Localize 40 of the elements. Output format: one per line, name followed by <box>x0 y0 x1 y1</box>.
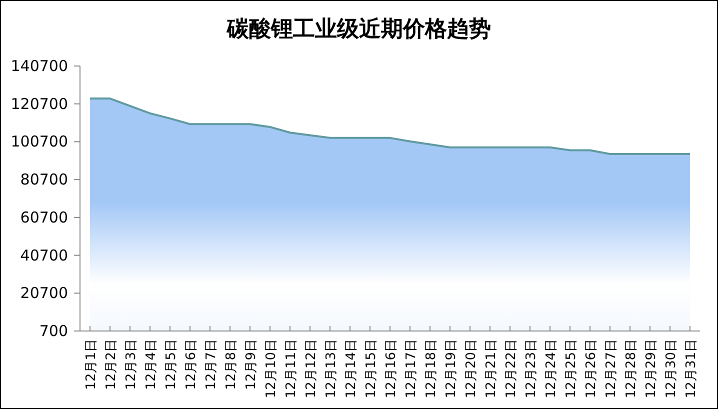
x-tick-label: 12月25日 <box>564 339 579 398</box>
x-tick-label: 12月9日 <box>244 339 259 390</box>
x-tick-label: 12月4日 <box>144 339 159 390</box>
x-tick-label: 12月23日 <box>524 339 539 398</box>
x-tick-label: 12月27日 <box>604 339 619 398</box>
y-tick-label: 100700 <box>10 132 68 151</box>
x-tick-label: 12月5日 <box>164 339 179 390</box>
x-tick-label: 12月30日 <box>664 339 679 398</box>
y-tick-label: 700 <box>39 322 68 340</box>
x-tick-label: 12月6日 <box>184 339 199 390</box>
x-tick-label: 12月2日 <box>104 339 119 390</box>
y-tick-label: 140700 <box>10 57 68 75</box>
y-tick-label: 80700 <box>20 170 68 189</box>
x-tick-label: 12月21日 <box>484 339 499 398</box>
x-tick-label: 12月11日 <box>284 339 299 398</box>
x-tick-label: 12月19日 <box>444 339 459 398</box>
x-tick-label: 12月24日 <box>544 339 559 398</box>
x-tick-label: 12月20日 <box>464 339 479 398</box>
x-tick-label: 12月22日 <box>504 339 519 398</box>
x-tick-label: 12月3日 <box>124 339 139 390</box>
x-tick-label: 12月12日 <box>304 339 319 398</box>
y-tick-label: 60700 <box>20 208 68 226</box>
x-tick-label: 12月14日 <box>344 339 359 398</box>
y-tick-label: 120700 <box>10 94 68 113</box>
x-tick-label: 12月31日 <box>684 339 699 398</box>
x-tick-label: 12月18日 <box>424 339 439 398</box>
y-tick-label: 40700 <box>20 246 68 264</box>
x-tick-label: 12月7日 <box>204 339 219 390</box>
x-tick-label: 12月16日 <box>384 339 399 398</box>
x-tick-label: 12月1日 <box>84 339 99 390</box>
x-tick-label: 12月13日 <box>324 339 339 398</box>
x-tick-label: 12月10日 <box>264 339 279 398</box>
x-tick-label: 12月26日 <box>584 339 599 398</box>
x-tick-label: 12月15日 <box>364 339 379 398</box>
y-tick-label: 20700 <box>20 284 68 302</box>
x-tick-label: 12月29日 <box>644 339 659 398</box>
x-tick-label: 12月8日 <box>224 339 239 390</box>
x-tick-label: 12月17日 <box>404 339 419 398</box>
chart-title: 碳酸锂工业级近期价格趋势 <box>226 17 491 42</box>
x-tick-label: 12月28日 <box>624 339 639 398</box>
